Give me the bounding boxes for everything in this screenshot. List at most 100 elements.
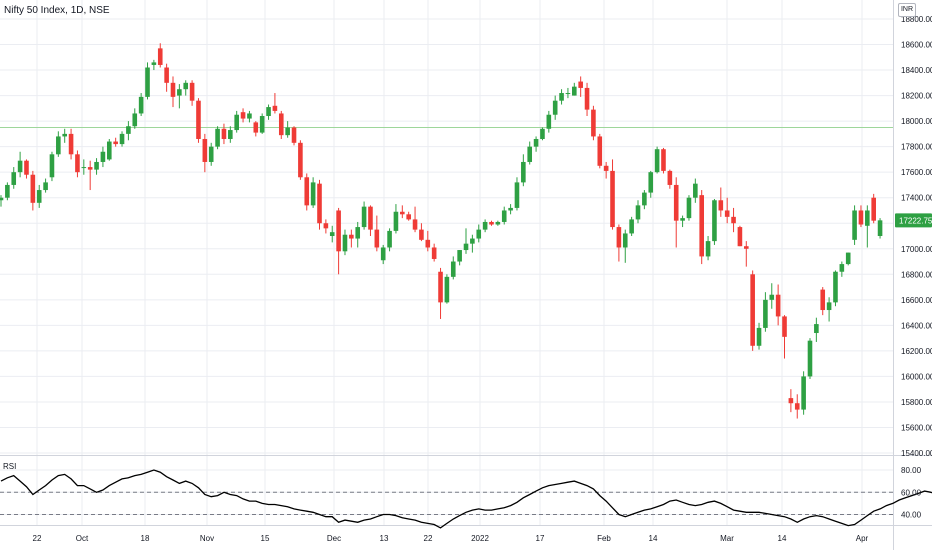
candle	[699, 190, 704, 265]
candle-body	[291, 127, 297, 143]
candle-body	[75, 154, 80, 173]
candle-body	[393, 211, 399, 231]
candle-body	[177, 89, 182, 96]
candle	[629, 216, 634, 236]
candle	[501, 206, 507, 225]
rsi-label: RSI	[3, 462, 17, 471]
candle-body	[756, 327, 762, 346]
candle	[603, 161, 609, 179]
candle-body	[132, 113, 138, 127]
candle-body	[476, 229, 482, 239]
candle	[622, 229, 628, 263]
candle	[119, 131, 125, 147]
candle	[30, 170, 36, 211]
candle-body	[228, 130, 233, 139]
candle-body	[5, 184, 10, 198]
time-tick-label: 14	[649, 534, 658, 543]
candle-body	[877, 220, 883, 236]
candle-body	[138, 96, 144, 114]
candle-body	[699, 195, 704, 257]
candle-body	[584, 87, 590, 110]
rsi-line	[0, 469, 932, 529]
candle-body	[106, 141, 112, 160]
candle-body	[202, 138, 208, 162]
candle-body	[686, 197, 692, 219]
candle	[11, 167, 17, 189]
candle-body	[858, 210, 864, 225]
candle	[572, 82, 577, 96]
candle-body	[374, 229, 380, 248]
candle	[56, 131, 61, 157]
candle-body	[629, 219, 634, 234]
candle-body	[221, 128, 227, 139]
candle	[852, 205, 857, 245]
price-tick-label: 18000.00	[901, 117, 932, 126]
candle	[285, 121, 290, 138]
candle	[476, 224, 482, 243]
candle	[221, 123, 227, 145]
candle-body	[724, 210, 730, 217]
candle-body	[533, 138, 539, 147]
candle-body	[826, 302, 832, 311]
candle	[425, 230, 431, 252]
candle-body	[253, 122, 259, 133]
time-tick-label: 22	[424, 534, 433, 543]
candle	[686, 195, 692, 221]
price-tick-label: 18400.00	[901, 66, 932, 75]
candle-body	[801, 376, 806, 410]
candle	[756, 322, 762, 350]
candle-body	[693, 183, 698, 198]
candle	[782, 315, 787, 359]
candle	[387, 228, 392, 252]
candle	[858, 205, 864, 228]
candle	[763, 292, 768, 332]
candle-body	[820, 289, 826, 311]
candle-body	[501, 210, 507, 222]
candle	[342, 229, 348, 256]
candle	[81, 159, 87, 175]
candle	[336, 207, 341, 275]
candle	[215, 126, 220, 150]
candle-body	[329, 232, 335, 236]
candle-body	[470, 238, 475, 244]
time-tick-label: 17	[536, 534, 545, 543]
candle	[329, 225, 335, 243]
candle	[247, 110, 252, 123]
candle-body	[36, 190, 42, 203]
candle	[349, 229, 354, 248]
candle-body	[782, 316, 787, 337]
candle	[559, 89, 564, 105]
candle-body	[705, 241, 711, 257]
candle	[489, 220, 494, 226]
candle	[234, 110, 239, 133]
candle	[610, 159, 615, 230]
candle-body	[769, 294, 775, 300]
candle-body	[718, 200, 724, 211]
rsi-tick-label: 40.00	[901, 511, 922, 520]
candle	[673, 177, 679, 248]
candle-body	[737, 227, 743, 247]
currency-badge[interactable]: INR	[898, 3, 916, 17]
time-tick-label: 2022	[471, 534, 489, 543]
candle	[565, 87, 571, 99]
candle-body	[572, 86, 577, 96]
candle-body	[215, 128, 220, 147]
candle	[0, 195, 4, 207]
candle	[578, 76, 583, 97]
candle-body	[87, 167, 93, 170]
candle	[769, 283, 775, 309]
candle-body	[635, 205, 641, 220]
price-tick-label: 15600.00	[901, 423, 932, 432]
candle	[667, 169, 673, 189]
candle-body	[654, 149, 660, 173]
candle	[75, 150, 80, 178]
candle	[743, 241, 749, 267]
candle	[470, 234, 475, 253]
candle	[113, 137, 118, 147]
candle-body	[794, 403, 800, 410]
candle	[323, 219, 329, 234]
candle-body	[30, 174, 36, 203]
price-tick-label: 16000.00	[901, 372, 932, 381]
